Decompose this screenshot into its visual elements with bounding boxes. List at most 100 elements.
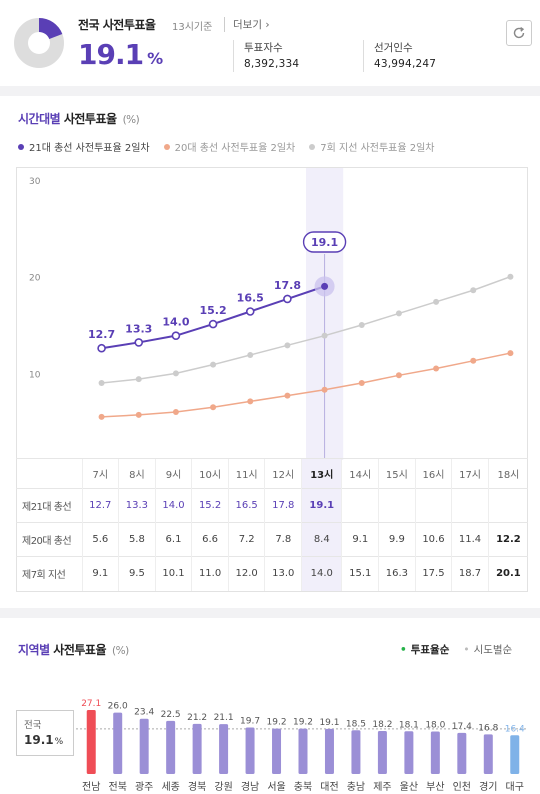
data-point (433, 365, 440, 372)
table-cell: 19.1 (301, 488, 342, 523)
table-cell: 12.0 (227, 556, 265, 591)
table-cell: 10.6 (414, 522, 452, 557)
table-cell: 10.1 (154, 556, 192, 591)
region-bar (430, 731, 440, 774)
table-cell: 17.8 (264, 488, 302, 523)
data-point (245, 307, 255, 316)
region-bar-value: 19.7 (240, 716, 260, 726)
region-label: 광주 (135, 781, 153, 793)
refresh-icon (513, 27, 525, 39)
data-point (135, 376, 142, 383)
table-cell: 20.1 (487, 556, 528, 591)
hourly-legend: 21대 총선 사전투표율 2일차 20대 총선 사전투표율 2일차 7회 지선 … (18, 139, 435, 154)
table-cell (487, 488, 528, 523)
table-cell: 11.4 (451, 522, 489, 557)
region-bar-value: 18.5 (346, 719, 366, 729)
data-point (171, 331, 181, 340)
hourly-line-chart: 10 20 30 12.7 13.3 14.0 15.2 16.5 17.8 19.1 (29, 168, 514, 460)
data-point (395, 372, 402, 379)
data-point (470, 287, 477, 294)
region-bar-value: 23.4 (134, 708, 154, 718)
region-bar-value: 18.0 (425, 720, 445, 730)
table-cell: 11.0 (191, 556, 229, 591)
section-divider (0, 608, 540, 618)
table-cell: 16.5 (227, 488, 265, 523)
region-bar-value: 19.1 (319, 718, 339, 728)
tab-sort-by-rate[interactable]: • 투표율순 (400, 644, 450, 656)
region-label: 대구 (506, 781, 524, 793)
region-label: 부산 (426, 781, 444, 793)
table-hour-header: 13시 (301, 458, 342, 489)
table-hour-header: 16시 (414, 458, 452, 489)
region-bar (457, 732, 467, 774)
national-label: 전국 (24, 720, 42, 731)
table-cell (378, 488, 416, 523)
data-label: 12.7 (88, 328, 115, 341)
table-cell: 17.5 (414, 556, 452, 591)
legend-item-20th: 20대 총선 사전투표율 2일차 (163, 139, 295, 154)
table-cell: 13.3 (118, 488, 156, 523)
table-cell: 9.1 (341, 522, 379, 557)
data-point (395, 310, 402, 317)
region-bar (298, 728, 308, 774)
data-label: 13.3 (125, 322, 152, 335)
data-point (210, 404, 217, 411)
data-point (98, 380, 105, 387)
data-label: 17.8 (274, 279, 301, 292)
region-label: 경북 (188, 780, 206, 793)
region-bar-value: 17.4 (452, 722, 472, 732)
table-hour-header: 12시 (264, 458, 302, 489)
region-bar (272, 728, 282, 774)
table-cell: 9.9 (378, 522, 416, 557)
section-divider (0, 86, 540, 96)
region-bar (219, 724, 229, 774)
table-row-7th-local: 제7회 지선 9.1 9.5 10.1 11.0 12.0 13.0 14.0 15.1 16.3… (16, 556, 528, 591)
data-point (135, 411, 142, 418)
table-cell: 18.7 (451, 556, 489, 591)
summary-title: 전국 사전투표율 (78, 18, 156, 32)
region-bar-value: 18.1 (399, 720, 419, 730)
data-point (507, 350, 514, 357)
refresh-button[interactable] (506, 20, 532, 46)
region-bar-value: 16.4 (505, 724, 525, 734)
hourly-section-title: 시간대별 사전투표율 (%) (18, 112, 140, 126)
region-bar-value: 27.1 (81, 699, 101, 709)
table-cell: 7.2 (227, 522, 265, 557)
electorate-value: 43,994,247 (374, 58, 437, 70)
electorate-stat: 선거인수 43,994,247 (363, 40, 436, 72)
region-bar-value: 18.2 (372, 720, 392, 730)
series-line (101, 352, 511, 418)
region-bar (192, 723, 202, 774)
turnout-summary: 전국 사전투표율 13시기준 더보기 › 19.1% 투표자수 8,392,33… (0, 0, 540, 86)
national-turnout-rate: 19.1% (78, 38, 164, 71)
more-link[interactable]: 더보기 › (224, 17, 270, 32)
region-bar-value: 21.1 (214, 713, 234, 723)
table-cell (451, 488, 489, 523)
region-bar (139, 718, 149, 774)
hourly-rate-table: 7시 8시 9시 10시 11시 12시 13시 14시 15시 16시 17시 18시 제21대 총… (16, 458, 528, 591)
region-bar (510, 735, 520, 774)
time-basis: 13시기준 (172, 22, 213, 33)
table-hour-header: 18시 (487, 458, 528, 489)
series-line (101, 275, 511, 384)
table-header-row: 7시 8시 9시 10시 11시 12시 13시 14시 15시 16시 17시 18시 (16, 458, 528, 489)
y-tick-label: 30 (29, 177, 41, 187)
table-header-blank (16, 458, 82, 489)
data-point (98, 413, 105, 420)
data-point (507, 273, 514, 280)
table-hour-header: 14시 (341, 458, 379, 489)
table-cell: 5.8 (118, 522, 156, 557)
data-point (247, 398, 254, 405)
table-cell: 12.2 (487, 522, 528, 557)
region-bar-value: 26.0 (108, 702, 128, 712)
region-label: 울산 (400, 781, 418, 793)
table-row-label: 제21대 총선 (16, 488, 82, 523)
region-bar (351, 730, 361, 774)
legend-item-21th: 21대 총선 사전투표율 2일차 (18, 139, 150, 154)
region-label: 강원 (214, 781, 232, 793)
table-cell: 7.8 (264, 522, 302, 557)
region-bar-value: 16.8 (478, 723, 498, 733)
tab-sort-by-region[interactable]: • 시도별순 (463, 644, 513, 656)
table-cell: 12.7 (81, 488, 119, 523)
regional-section-title: 지역별 사전투표율 (%) (18, 643, 129, 657)
